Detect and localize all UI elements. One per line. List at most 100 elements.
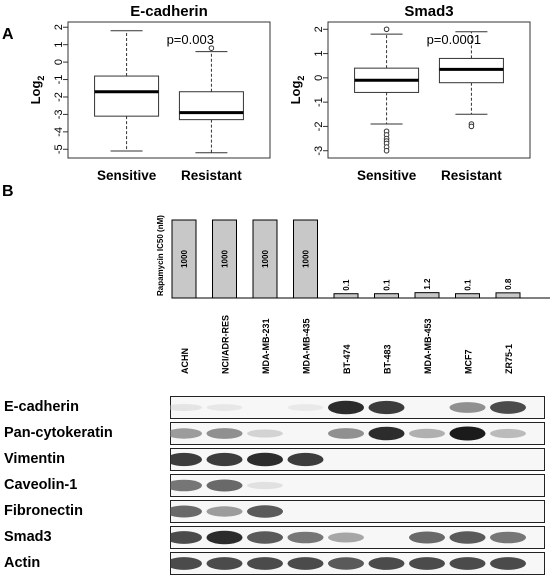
blot-band (170, 505, 202, 518)
blot-band (490, 557, 526, 570)
blot-band (287, 557, 324, 570)
blot-band (449, 557, 486, 570)
ic50-bar (333, 293, 359, 299)
box-iqr (178, 91, 244, 121)
y-tick-label: -2 (53, 92, 65, 102)
blot-strip (170, 448, 545, 471)
ic50-data-label: 1000 (261, 250, 270, 268)
y-tick-label: -3 (313, 146, 325, 156)
y-tick-label: 1 (313, 51, 325, 57)
blot-band (328, 532, 364, 543)
blot-band (206, 428, 243, 439)
blot-label: Vimentin (4, 451, 65, 467)
blot-band (368, 426, 405, 441)
blot-band (490, 531, 526, 544)
blot-band (170, 428, 202, 439)
blot-band (206, 557, 243, 570)
ic50-bar (414, 292, 440, 299)
cell-line-label: BT-474 (342, 344, 352, 374)
blot-band (449, 402, 486, 413)
cell-line-label: ZR75-1 (504, 344, 514, 374)
y-tick-label: -2 (313, 122, 325, 132)
outlier-point (208, 45, 215, 51)
cell-line-label: BT-483 (383, 344, 393, 374)
blot-band (247, 505, 283, 518)
blot-band (247, 531, 283, 544)
category-label: Resistant (441, 168, 502, 183)
blot-band (206, 404, 243, 411)
blot-band (247, 429, 283, 438)
blot-band (206, 479, 243, 492)
y-tick-label: 2 (313, 26, 325, 32)
ic50-data-label: 0.1 (464, 279, 473, 291)
blot-band (247, 557, 283, 570)
blot-band (368, 557, 405, 570)
blot-label: E-cadherin (4, 399, 79, 415)
ic50-bar-chart: Rapamycin IC50 (nM) 1000 1000 1000 1000 0.1 0.… (156, 215, 550, 375)
y-tick-label: 2 (53, 24, 65, 30)
y-tick-label: -1 (313, 97, 325, 107)
p-value: p=0.003 (167, 32, 214, 47)
ic50-bar (252, 219, 278, 299)
ic50-data-label: 0.1 (383, 279, 392, 291)
blot-strip (170, 474, 545, 497)
category-label: Resistant (181, 168, 242, 183)
blot-band (409, 557, 445, 570)
plot-frame (327, 21, 531, 159)
y-tick-label: -1 (53, 75, 65, 85)
blot-band (206, 506, 243, 517)
blot-strip (170, 422, 545, 445)
ic50-bar (293, 219, 318, 299)
panel-a-letter: A (2, 26, 14, 43)
ic50-axis-label: Rapamycin IC50 (nM) (156, 215, 165, 296)
blot-strip (170, 526, 545, 549)
blot-band (170, 404, 202, 411)
category-label: Sensitive (97, 168, 157, 183)
ic50-bar (495, 292, 521, 299)
boxplot-e-cadherin: E-cadherin 2 1 0 -1 -2 -3 -4 -5 Log2 Sensitive Resi… (28, 3, 271, 183)
blot-band (409, 531, 445, 544)
blot-band (490, 428, 526, 439)
blot-band (170, 479, 202, 492)
outlier-point (383, 147, 390, 154)
y-axis-label: Log2 (28, 76, 46, 105)
ic50-bar (374, 293, 399, 299)
blot-strip (170, 396, 545, 419)
blot-band (287, 404, 324, 411)
blot-label: Actin (4, 555, 41, 571)
blot-label: Fibronectin (4, 503, 83, 519)
outlier-point (468, 123, 475, 130)
blot-band (170, 531, 202, 544)
ic50-bar (212, 219, 237, 299)
blot-band (170, 452, 202, 467)
y-axis-label: Log2 (288, 76, 306, 105)
ic50-bar (171, 219, 197, 299)
cell-line-label: MDA-MB-453 (423, 318, 433, 374)
blot-band (247, 481, 283, 490)
blot-strip (170, 500, 545, 523)
blot-band (449, 426, 486, 441)
y-tick-label: 0 (313, 75, 325, 81)
ic50-data-label: 0.8 (504, 278, 513, 290)
y-tick-label: -4 (53, 127, 65, 137)
cell-line-label: MCF7 (464, 350, 474, 375)
y-tick-label: 0 (53, 59, 65, 65)
blot-band (287, 452, 324, 467)
y-tick-label: -5 (53, 144, 65, 154)
cell-line-label: NCI/ADR-RES (221, 315, 231, 374)
ic50-data-label: 1.2 (423, 278, 432, 290)
ic50-data-label: 1000 (302, 250, 311, 268)
blot-band (206, 452, 243, 467)
ic50-data-label: 0.1 (342, 279, 351, 291)
cell-line-label: ACHN (180, 348, 190, 374)
blot-label: Pan-cytokeratin (4, 425, 113, 441)
western-blot-panel: E-cadherin Pan-cytokeratin Vimentin Caveoli… (0, 395, 550, 577)
outlier-point (383, 26, 390, 33)
blot-band (409, 428, 445, 439)
blot-band (328, 400, 364, 415)
cell-line-label: MDA-MB-231 (261, 318, 271, 374)
blot-band (328, 557, 364, 570)
ic50-data-label: 1000 (180, 250, 189, 268)
blot-band (328, 428, 364, 439)
blot-band (287, 531, 324, 544)
